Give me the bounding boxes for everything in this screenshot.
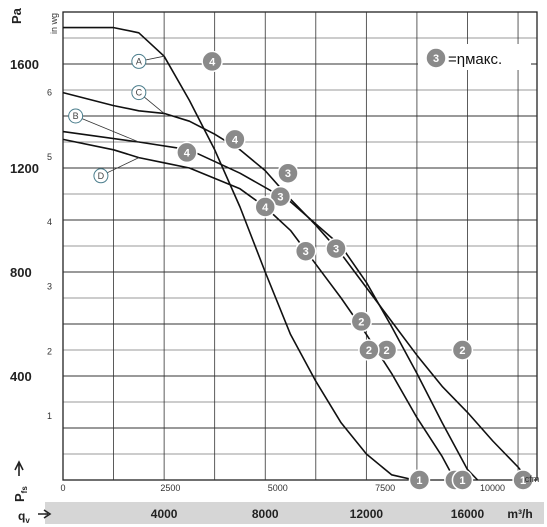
legend-marker bbox=[425, 47, 447, 69]
pressure-axis-symbol: Pfs bbox=[12, 486, 29, 502]
m3h-tick-label: 12000 bbox=[350, 507, 384, 521]
m3h-unit-label: m³/h bbox=[507, 507, 532, 521]
marker-label: 3 bbox=[303, 246, 309, 258]
inwg-tick-label: 3 bbox=[47, 282, 52, 292]
marker-A-3 bbox=[277, 162, 299, 184]
marker-D-1 bbox=[451, 469, 474, 491]
m3h-tick-label: 4000 bbox=[151, 507, 178, 521]
marker-label: 2 bbox=[358, 316, 364, 328]
marker-B-3 bbox=[269, 185, 292, 208]
inwg-tick-label: 5 bbox=[47, 152, 52, 162]
inwg-tick-label: 1 bbox=[47, 411, 52, 421]
pressure-axis-arrow bbox=[14, 460, 24, 476]
curve-D bbox=[62, 138, 456, 481]
cfm-tick-label: 10000 bbox=[480, 483, 505, 493]
marker-label: 1 bbox=[459, 475, 465, 487]
curve-label-badge bbox=[68, 108, 84, 124]
marker-label: 4 bbox=[209, 56, 216, 68]
m3h-axis-band bbox=[45, 502, 544, 524]
marker-C-3 bbox=[325, 237, 347, 260]
inwg-tick-label: 4 bbox=[47, 217, 52, 227]
marker-label: 4 bbox=[232, 134, 239, 146]
marker-D-4 bbox=[254, 196, 276, 218]
curve-label-D: D bbox=[98, 171, 105, 181]
marker-C-4 bbox=[224, 128, 246, 151]
curve-A bbox=[63, 26, 415, 481]
marker-label: 1 bbox=[416, 475, 422, 487]
marker-C-2 bbox=[451, 339, 474, 361]
marker-label: 2 bbox=[459, 345, 465, 357]
curve-label-B: B bbox=[73, 111, 79, 121]
marker-label: 2 bbox=[366, 345, 372, 357]
marker-label: 2 bbox=[384, 345, 390, 357]
pa-tick-label: 1600 bbox=[10, 57, 39, 72]
legend-text: =ηмакс. bbox=[448, 51, 502, 68]
curve-labels: A B C D bbox=[68, 53, 165, 184]
marker-B-4 bbox=[176, 141, 198, 164]
curve-label-badge bbox=[131, 85, 147, 101]
m3h-tick-label: 16000 bbox=[451, 507, 485, 521]
curve-label-C: C bbox=[136, 88, 143, 98]
flow-axis-arrow bbox=[38, 509, 52, 519]
legend: 3 =ηмакс. bbox=[418, 44, 537, 70]
curve-C bbox=[62, 91, 529, 481]
marker-C-1 bbox=[512, 469, 534, 491]
cfm-tick-label: 5000 bbox=[268, 483, 288, 493]
marker-label: 3 bbox=[285, 168, 291, 180]
inwg-tick-label: 6 bbox=[47, 87, 52, 97]
marker-label: 4 bbox=[262, 202, 269, 214]
cfm-tick-label: 7500 bbox=[375, 483, 395, 493]
cfm-tick-label: 2500 bbox=[160, 483, 180, 493]
inwg-tick-label: 2 bbox=[47, 346, 52, 356]
marker-A-2 bbox=[350, 310, 373, 333]
marker-A-4 bbox=[201, 50, 223, 73]
legend-marker-label: 3 bbox=[433, 53, 439, 65]
curve-label-badge bbox=[93, 168, 109, 184]
cfm-tick-label: 0 bbox=[60, 483, 65, 493]
pa-unit-label: Pa bbox=[9, 7, 24, 24]
curve-label-A: A bbox=[136, 56, 142, 66]
marker-D-3 bbox=[294, 240, 317, 262]
marker-label: 1 bbox=[520, 475, 526, 487]
pa-tick-label: 800 bbox=[10, 265, 32, 280]
operating-point-markers: 4321432143214321 bbox=[176, 50, 534, 491]
flow-axis-symbol: qv bbox=[18, 509, 30, 525]
pa-tick-label: 1200 bbox=[10, 161, 39, 176]
pa-tick-label: 400 bbox=[10, 369, 32, 384]
m3h-tick-label: 8000 bbox=[252, 507, 279, 521]
marker-label: 3 bbox=[333, 244, 339, 256]
marker-D-2 bbox=[358, 339, 380, 361]
curve-label-badge bbox=[131, 53, 147, 69]
inwg-unit-label: in wg bbox=[49, 13, 59, 34]
marker-label: 4 bbox=[184, 147, 191, 159]
curve-label-leader bbox=[75, 115, 139, 143]
marker-label: 3 bbox=[277, 192, 283, 204]
cfm-unit-label: cfm bbox=[525, 474, 540, 484]
marker-A-1 bbox=[408, 469, 431, 491]
